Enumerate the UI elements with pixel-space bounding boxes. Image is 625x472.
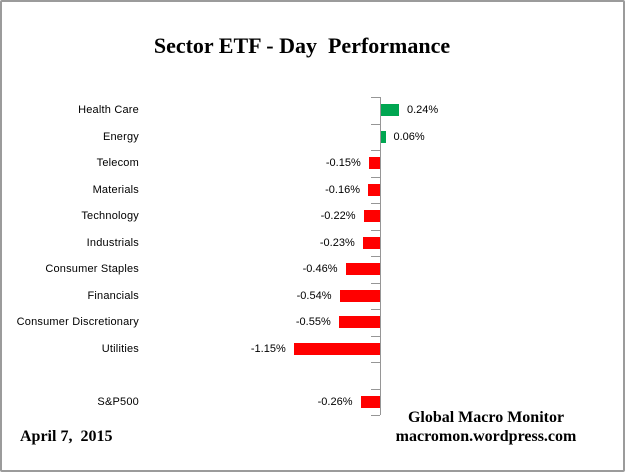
- bar-technology: [363, 210, 380, 223]
- value-label-energy: 0.06%: [393, 130, 425, 143]
- category-label-materials: Materials: [92, 183, 139, 196]
- value-label-health-care: 0.24%: [407, 104, 439, 117]
- value-label-technology: -0.22%: [320, 210, 356, 223]
- category-label-energy: Energy: [102, 130, 139, 143]
- bar-industrials: [362, 236, 380, 249]
- category-label-telecom: Telecom: [96, 157, 139, 170]
- category-label-technology: Technology: [81, 210, 139, 223]
- axis-tick: [371, 388, 380, 390]
- axis-tick: [371, 362, 380, 363]
- attribution-block: Global Macro Monitor macromon.wordpress.…: [386, 408, 586, 446]
- axis-tick: [371, 282, 380, 284]
- value-label-telecom: -0.15%: [325, 157, 361, 170]
- category-label-s-p500: S&P500: [97, 395, 139, 408]
- axis-tick: [371, 123, 380, 125]
- bar-consumer-discretionary: [338, 316, 380, 329]
- axis-tick: [371, 203, 380, 204]
- bar-s-p500: [360, 395, 380, 408]
- axis-tick: [371, 256, 380, 257]
- axis-tick: [371, 309, 380, 310]
- bar-consumer-staples: [345, 263, 380, 276]
- bar-utilities: [293, 342, 380, 355]
- axis-tick: [371, 335, 380, 337]
- value-label-materials: -0.16%: [325, 183, 360, 196]
- value-label-utilities: -1.15%: [250, 342, 286, 355]
- value-label-s-p500: -0.26%: [317, 395, 353, 408]
- category-label-financials: Financials: [87, 289, 139, 302]
- attribution-url: macromon.wordpress.com: [395, 428, 577, 445]
- value-label-industrials: -0.23%: [319, 236, 355, 249]
- category-axis-line: [380, 97, 381, 415]
- attribution-name: Global Macro Monitor: [407, 409, 565, 426]
- category-label-consumer-discretionary: Consumer Discretionary: [16, 316, 139, 329]
- category-label-utilities: Utilities: [101, 342, 139, 355]
- axis-tick: [371, 97, 380, 98]
- bar-energy: [381, 130, 386, 143]
- value-label-financials: -0.54%: [296, 289, 332, 302]
- bar-materials: [368, 183, 380, 196]
- category-label-consumer-staples: Consumer Staples: [45, 263, 139, 276]
- axis-tick: [371, 176, 380, 178]
- value-label-consumer-staples: -0.46%: [302, 263, 338, 276]
- bar-health-care: [381, 104, 399, 117]
- axis-tick: [371, 229, 380, 231]
- bar-financials: [339, 289, 380, 302]
- axis-tick: [371, 415, 380, 416]
- chart-title: Sector ETF - Day Performance: [153, 33, 451, 58]
- category-label-health-care: Health Care: [78, 104, 139, 117]
- value-label-consumer-discretionary: -0.55%: [295, 316, 331, 329]
- bar-telecom: [368, 157, 380, 170]
- date-label: April 7, 2015: [20, 428, 113, 445]
- axis-tick: [371, 150, 380, 151]
- category-label-industrials: Industrials: [86, 236, 139, 249]
